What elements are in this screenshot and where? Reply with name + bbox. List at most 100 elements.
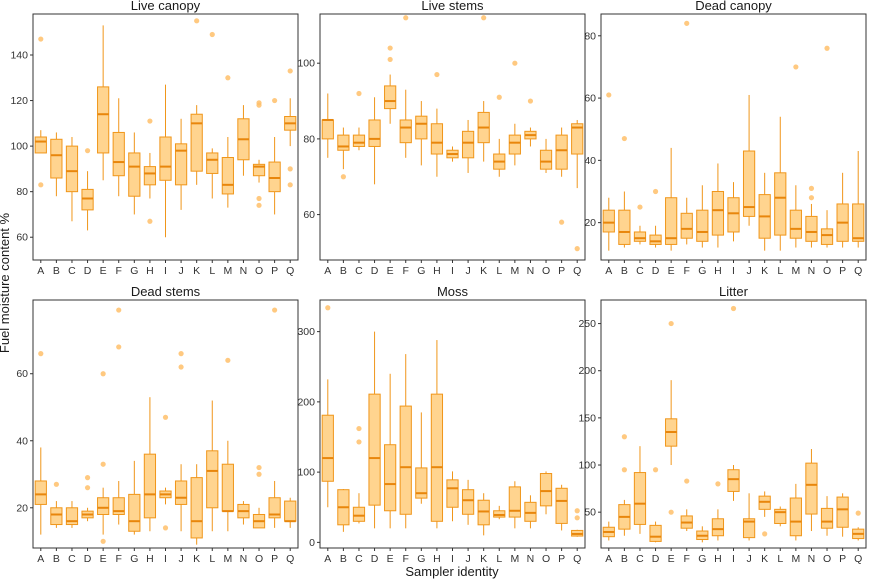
box-F (112, 98, 125, 197)
outlier-point (225, 357, 231, 363)
box-O (820, 45, 834, 248)
box-Q (284, 497, 297, 528)
x-tick-label: F (403, 265, 409, 277)
x-tick-label: D (84, 265, 92, 277)
box-iqr (337, 134, 350, 151)
outlier-point (527, 98, 534, 104)
box-C (65, 501, 79, 528)
y-tick-label: 20 (584, 217, 596, 229)
x-tick-label: N (808, 553, 816, 565)
box-G (696, 526, 709, 543)
x-tick-label: G (698, 553, 706, 565)
box-iqr (727, 197, 740, 233)
x-tick-label: C (636, 553, 644, 565)
box-iqr (321, 119, 334, 140)
box-I (727, 305, 740, 501)
outlier-point (256, 202, 262, 208)
outlier-point (84, 475, 91, 481)
box-E (665, 320, 678, 515)
outlier-point (403, 15, 409, 21)
x-tick-label: M (510, 553, 519, 565)
box-Q (852, 510, 865, 541)
box-iqr (368, 393, 381, 506)
box-iqr (415, 467, 428, 499)
x-tick-label: E (100, 265, 107, 277)
box-iqr (649, 234, 662, 245)
x-tick-label: Q (286, 265, 294, 277)
outlier-point (637, 204, 643, 210)
x-tick-label: B (621, 265, 628, 277)
x-tick-label: K (193, 553, 200, 565)
outlier-point (496, 94, 502, 100)
y-tick-label: 80 (16, 186, 28, 198)
outlier-point (684, 20, 690, 26)
outlier-point (356, 90, 362, 97)
x-tick-label: O (823, 553, 831, 565)
x-tick-label: B (340, 265, 347, 277)
box-iqr (805, 215, 818, 242)
box-C (633, 446, 647, 534)
x-tick-label: K (480, 265, 487, 277)
box-iqr (352, 506, 366, 522)
x-tick-label: E (387, 265, 394, 277)
box-D (368, 97, 381, 185)
x-tick-label: Q (573, 265, 581, 277)
box-C (352, 425, 366, 524)
y-tick-label: 200 (578, 365, 596, 377)
panel-moss: Moss 0 100 200 300 A B C D E F G H I J K L M N O P Q (297, 284, 586, 565)
box-iqr (477, 499, 490, 526)
x-tick-label: J (178, 265, 183, 277)
box-B (618, 434, 631, 536)
outlier-point (147, 218, 153, 224)
outlier-point (272, 307, 278, 313)
box-C (65, 137, 79, 222)
box-F (680, 20, 693, 245)
y-tick-label: 0 (309, 537, 315, 549)
box-L (493, 94, 506, 177)
box-iqr (206, 450, 219, 509)
box-iqr (618, 209, 631, 245)
outlier-point (855, 510, 861, 516)
x-tick-label: L (209, 265, 215, 277)
y-tick-label: 100 (297, 58, 315, 70)
box-iqr (415, 115, 428, 140)
x-tick-label: B (621, 553, 628, 565)
box-G (415, 412, 428, 504)
x-tick-label: A (324, 553, 331, 565)
x-tick-label: L (777, 553, 783, 565)
x-tick-label: P (839, 265, 846, 277)
box-iqr (633, 231, 647, 242)
box-D (81, 148, 94, 231)
box-B (618, 135, 631, 248)
outlier-point (287, 182, 293, 188)
x-tick-label: B (53, 265, 60, 277)
x-tick-label: N (808, 265, 816, 277)
x-tick-label: G (417, 265, 425, 277)
outlier-point (356, 439, 362, 445)
x-tick-label: C (636, 265, 644, 277)
x-tick-label: K (761, 553, 768, 565)
box-A (321, 93, 334, 158)
box-D (81, 475, 94, 522)
box-H (430, 340, 444, 529)
x-tick-label: H (146, 265, 154, 277)
outlier-point (256, 464, 262, 471)
box-B (50, 481, 63, 528)
box-K (477, 15, 490, 162)
box-iqr (820, 228, 834, 245)
outlier-point (356, 425, 362, 432)
y-tick-label: 80 (584, 30, 596, 42)
x-tick-label: A (37, 265, 44, 277)
box-iqr (34, 136, 47, 154)
x-tick-label: A (605, 553, 612, 565)
y-tick-label: 60 (16, 368, 28, 380)
outlier-point (84, 485, 91, 491)
box-iqr (50, 138, 63, 179)
outlier-point (147, 118, 153, 124)
x-tick-label: N (240, 553, 248, 565)
outlier-point (574, 515, 580, 521)
box-A (602, 92, 615, 251)
outlier-point (762, 531, 768, 537)
box-O (539, 471, 553, 515)
x-tick-label: G (417, 553, 425, 565)
